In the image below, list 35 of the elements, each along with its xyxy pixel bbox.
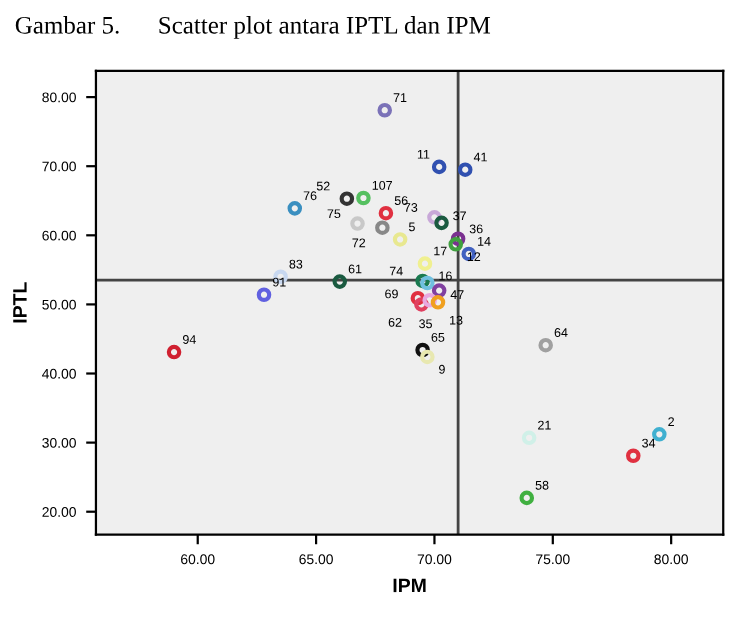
point xyxy=(414,297,429,312)
point xyxy=(287,201,303,216)
point xyxy=(392,232,408,247)
y-axis-title: IPTL xyxy=(13,282,27,323)
point xyxy=(519,490,535,506)
point xyxy=(422,292,437,308)
point xyxy=(378,205,394,221)
point xyxy=(538,337,553,353)
point xyxy=(420,349,435,365)
point xyxy=(256,287,272,303)
point xyxy=(420,275,435,291)
x-axis-title: IPM xyxy=(393,578,426,593)
point xyxy=(431,159,447,175)
point xyxy=(356,190,371,206)
point xyxy=(415,273,430,289)
point xyxy=(427,210,442,225)
point xyxy=(410,290,426,306)
point xyxy=(339,191,355,206)
point xyxy=(350,216,365,231)
point xyxy=(434,215,449,231)
point xyxy=(332,274,348,289)
point xyxy=(521,430,537,446)
point xyxy=(375,220,390,235)
point xyxy=(431,283,447,298)
point xyxy=(417,256,433,271)
point xyxy=(430,295,446,310)
point xyxy=(166,344,182,360)
point xyxy=(652,427,667,442)
chart-title: Gambar 5. Scatter plot antara IPTL dan IPM xyxy=(15,16,491,39)
point xyxy=(457,162,473,177)
point xyxy=(415,342,430,358)
point xyxy=(450,231,466,247)
point xyxy=(626,448,641,464)
point xyxy=(377,102,393,118)
point xyxy=(448,237,464,252)
